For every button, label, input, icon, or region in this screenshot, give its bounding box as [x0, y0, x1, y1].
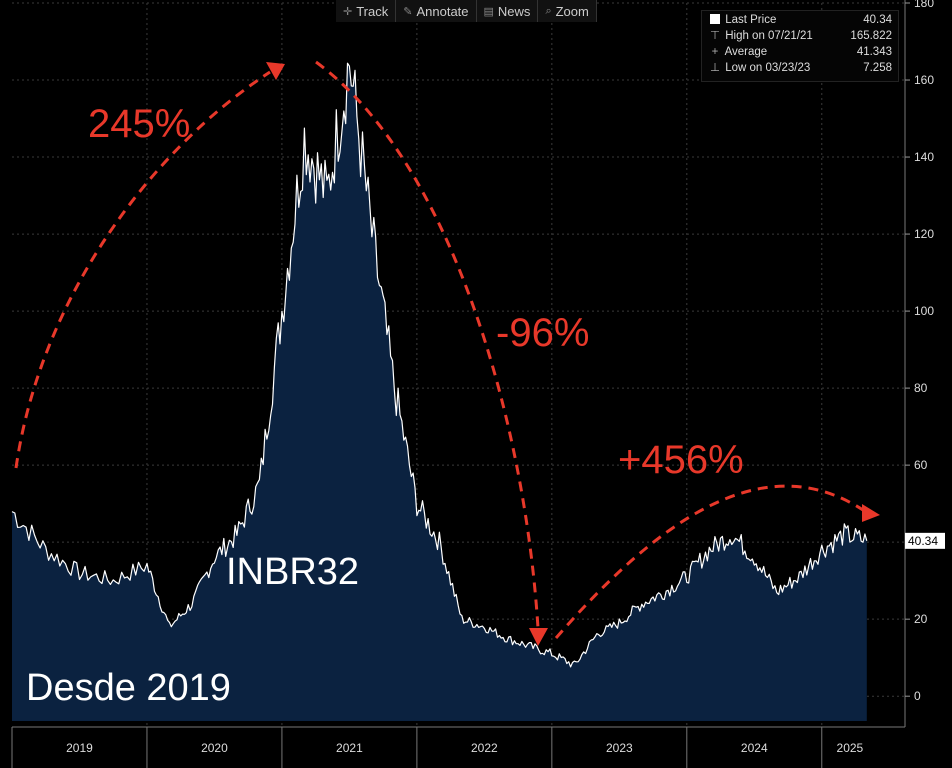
- legend-value: 41.343: [856, 46, 892, 58]
- recovery-arrow: [554, 484, 867, 639]
- x-tick-label: 2020: [201, 741, 228, 755]
- y-tick-label: 20: [914, 612, 928, 626]
- x-tick-label: 2021: [336, 741, 363, 755]
- legend-row-low: ⊥ Low on 03/23/23 7.258: [708, 61, 892, 76]
- track-label: Track: [356, 3, 389, 19]
- rise-arrowhead: [266, 62, 285, 80]
- since-label: Desde 2019: [26, 667, 231, 709]
- average-marker-icon: +: [711, 46, 719, 58]
- fall-arrow: [315, 60, 540, 629]
- legend-row-average: + Average 41.343: [708, 45, 892, 60]
- track-button[interactable]: ✛ Track: [336, 0, 397, 22]
- x-tick-label: 2025: [837, 741, 864, 755]
- y-tick-label: 140: [914, 150, 934, 164]
- last-price-tag-bg: [905, 532, 945, 549]
- price-line: [11, 62, 868, 668]
- legend-value: 7.258: [863, 62, 892, 74]
- recovery-label: +456%: [618, 438, 744, 482]
- rise-label: 245%: [88, 102, 190, 146]
- zoom-label: Zoom: [555, 3, 589, 19]
- y-tick-label: 80: [914, 381, 928, 395]
- news-label: News: [497, 3, 531, 19]
- x-tick-label: 2022: [471, 741, 498, 755]
- ticker-label: INBR32: [226, 551, 359, 593]
- crosshair-icon: ✛: [343, 5, 353, 18]
- legend-label: High on 07/21/21: [725, 30, 813, 42]
- news-button[interactable]: ▤ News: [477, 0, 539, 22]
- x-tick-label: 2019: [66, 741, 93, 755]
- magnifier-icon: ⌕: [545, 4, 552, 17]
- y-tick-label: 60: [914, 458, 928, 472]
- price-legend: Last Price 40.34 ⊤ High on 07/21/21 165.…: [701, 10, 899, 82]
- legend-row-high: ⊤ High on 07/21/21 165.822: [708, 29, 892, 44]
- annotate-button[interactable]: ✎ Annotate: [396, 0, 477, 22]
- legend-label: Average: [724, 46, 768, 58]
- x-axis-band: [0, 727, 952, 768]
- y-tick-label: 0: [914, 689, 921, 703]
- low-marker-icon: ⊥: [709, 62, 721, 74]
- fall-arrowhead: [529, 628, 548, 646]
- high-marker-icon: ⊤: [709, 30, 721, 42]
- chart-toolbar: ✛ Track ✎ Annotate ▤ News ⌕ Zoom: [336, 0, 597, 22]
- recovery-arrowhead: [862, 504, 880, 522]
- y-tick-label: 100: [914, 304, 934, 318]
- legend-value: 40.34: [863, 14, 892, 26]
- legend-row-last-price: Last Price 40.34: [708, 13, 892, 28]
- legend-value: 165.822: [850, 30, 892, 42]
- y-tick-label: 180: [914, 0, 934, 10]
- pencil-icon: ✎: [403, 5, 413, 18]
- newspaper-icon: ▤: [483, 5, 494, 18]
- x-tick-label: 2024: [741, 741, 768, 755]
- y-tick-label: 160: [914, 73, 934, 87]
- rise-arrow: [14, 70, 271, 469]
- last-price-tag: 40.34: [908, 534, 938, 548]
- fall-label: -96%: [496, 311, 589, 355]
- legend-label: Low on 03/23/23: [725, 62, 811, 74]
- y-tick-label: 120: [914, 227, 934, 241]
- zoom-button[interactable]: ⌕ Zoom: [538, 0, 597, 22]
- square-icon: [708, 13, 722, 28]
- annotate-label: Annotate: [416, 3, 469, 19]
- x-tick-label: 2023: [606, 741, 633, 755]
- legend-label: Last Price: [725, 14, 777, 26]
